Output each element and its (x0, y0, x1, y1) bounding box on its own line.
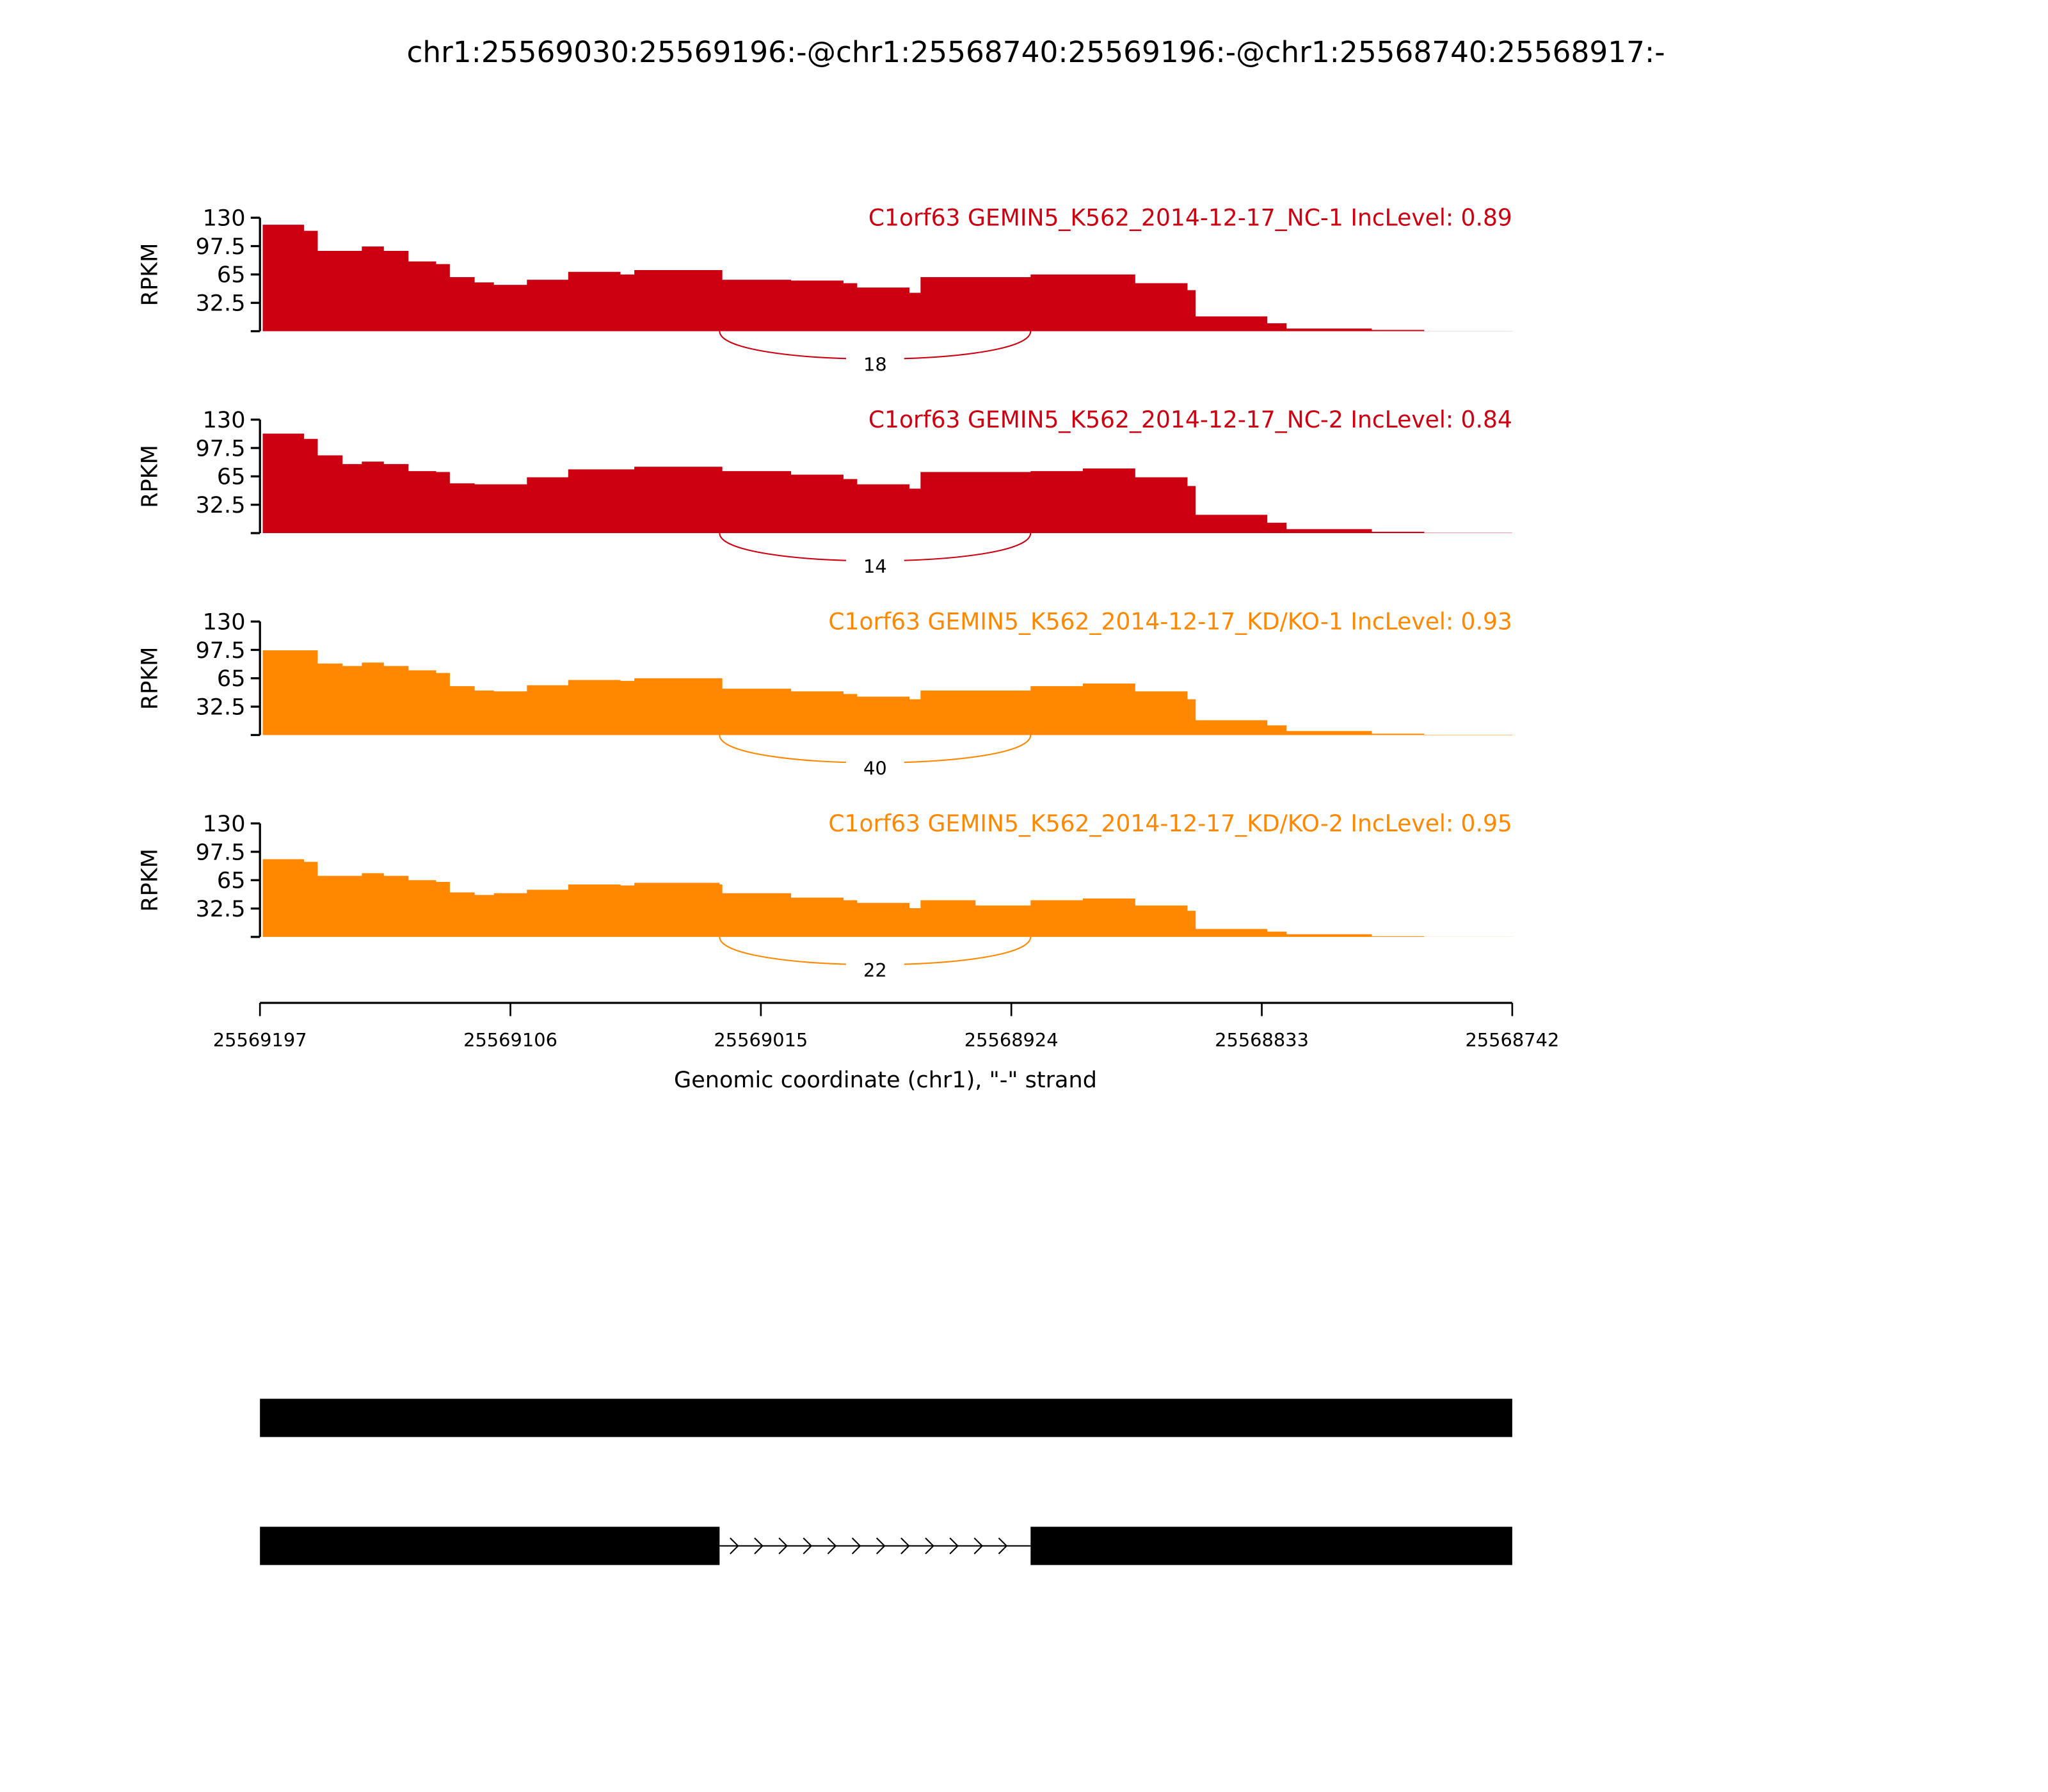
exon (260, 1526, 720, 1565)
coverage-area (262, 650, 1512, 735)
y-tick-label: 65 (217, 262, 246, 288)
junction-count: 18 (863, 353, 887, 375)
strand-chevron-icon (851, 1537, 861, 1555)
junction-count: 40 (863, 757, 887, 779)
strand-chevron-icon (973, 1537, 984, 1555)
coverage-area (262, 433, 1512, 533)
strand-chevron-icon (803, 1537, 813, 1555)
junction-count: 22 (863, 959, 887, 981)
junction-count: 14 (863, 556, 887, 577)
strand-chevron-icon (730, 1537, 739, 1555)
strand-chevron-icon (998, 1537, 1008, 1555)
y-axis-label: RPKM (136, 243, 163, 307)
coverage-area (262, 225, 1512, 332)
junction-label-bg (845, 552, 904, 577)
sample-label: C1orf63 GEMIN5_K562_2014-12-17_KD/KO-2 I… (828, 810, 1512, 837)
coverage-area (262, 859, 1512, 937)
y-tick-label: 65 (217, 868, 246, 894)
y-tick-label: 65 (217, 666, 246, 692)
x-tick-label: 25568833 (1215, 1029, 1309, 1051)
y-tick-label: 130 (203, 811, 246, 837)
y-tick-label: 32.5 (195, 291, 245, 317)
y-tick-label: 32.5 (195, 896, 245, 922)
x-tick-label: 25568924 (964, 1029, 1059, 1051)
gene-model-2 (260, 1526, 1512, 1565)
y-tick-label: 32.5 (195, 694, 245, 720)
y-tick-label: 130 (203, 205, 246, 232)
junction-label-bg (845, 755, 904, 779)
y-tick-label: 130 (203, 609, 246, 636)
junction-label-bg (845, 956, 904, 980)
sample-label: C1orf63 GEMIN5_K562_2014-12-17_KD/KO-1 I… (828, 609, 1512, 636)
strand-chevron-icon (876, 1537, 886, 1555)
junction-label-bg (845, 351, 904, 375)
y-tick-label: 97.5 (195, 435, 245, 461)
y-tick-label: 65 (217, 464, 246, 490)
gene-model-1 (260, 1398, 1512, 1437)
x-tick-label: 25569106 (463, 1029, 557, 1051)
x-tick-label: 25569197 (213, 1029, 307, 1051)
strand-chevron-icon (827, 1537, 837, 1555)
y-tick-label: 97.5 (195, 637, 245, 664)
y-tick-label: 97.5 (195, 839, 245, 865)
y-axis-label: RPKM (136, 646, 163, 710)
y-axis-label: RPKM (136, 849, 163, 912)
x-tick-label: 25569015 (714, 1029, 808, 1051)
exon (260, 1398, 1512, 1437)
x-axis: Genomic coordinate (chr1), "-" strand 25… (213, 1002, 1559, 1093)
chart-title: chr1:25569030:25569196:-@chr1:25568740:2… (406, 35, 1665, 69)
strand-chevron-icon (778, 1537, 788, 1555)
exon (1030, 1526, 1512, 1565)
gene-models (260, 1398, 1512, 1565)
sample-label: C1orf63 GEMIN5_K562_2014-12-17_NC-2 IncL… (868, 406, 1512, 433)
strand-chevron-icon (754, 1537, 764, 1555)
x-axis-label: Genomic coordinate (chr1), "-" strand (674, 1067, 1097, 1093)
strand-chevron-icon (900, 1537, 910, 1555)
strand-chevron-icon (925, 1537, 934, 1555)
y-tick-label: 130 (203, 407, 246, 433)
y-axis-label: RPKM (136, 445, 163, 508)
x-tick-label: 25568742 (1465, 1029, 1559, 1051)
strand-chevron-icon (949, 1537, 959, 1555)
y-tick-label: 32.5 (195, 492, 245, 518)
y-tick-label: 97.5 (195, 234, 245, 260)
sample-label: C1orf63 GEMIN5_K562_2014-12-17_NC-1 IncL… (868, 205, 1512, 232)
